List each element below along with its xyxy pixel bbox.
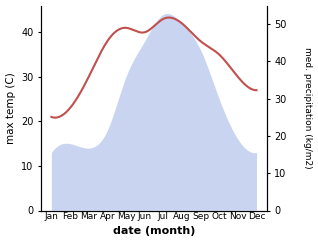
X-axis label: date (month): date (month) <box>113 227 195 236</box>
Y-axis label: max temp (C): max temp (C) <box>5 72 16 144</box>
Y-axis label: med. precipitation (kg/m2): med. precipitation (kg/m2) <box>303 47 313 169</box>
